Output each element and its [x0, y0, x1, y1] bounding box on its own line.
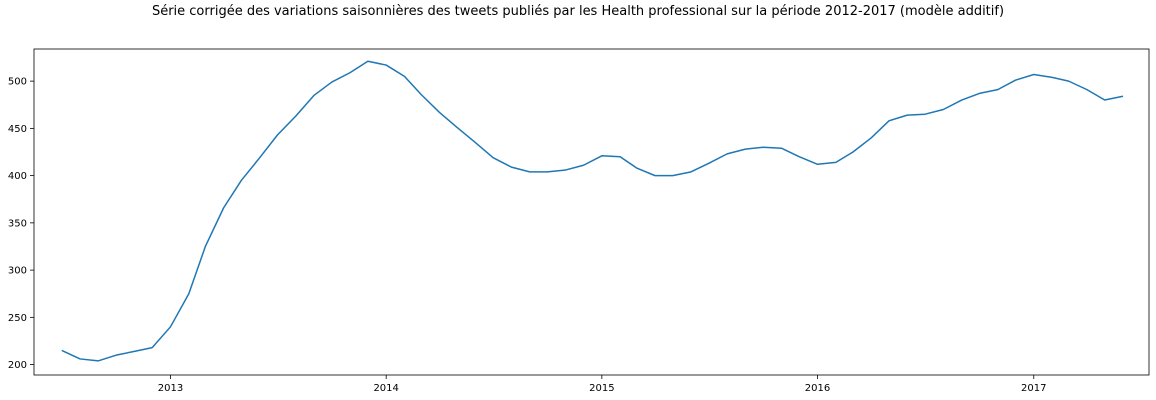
x-tick-label: 2014 [373, 383, 398, 394]
y-tick-label: 300 [8, 266, 27, 277]
x-tick-label: 2016 [805, 383, 830, 394]
chart-title: Série corrigée des variations saisonnièr… [151, 4, 1005, 19]
series-line [61, 60, 1124, 362]
y-tick-label: 400 [8, 171, 27, 182]
y-tick-label: 450 [8, 124, 27, 135]
plot-frame [33, 48, 1150, 376]
y-tick-label: 350 [8, 218, 27, 229]
y-axis: 200 250 300 350 400 450 500 [8, 77, 34, 371]
x-axis: 2013 2014 2015 2016 2017 [158, 375, 1047, 394]
x-tick-label: 2017 [1021, 383, 1046, 394]
y-tick-label: 200 [8, 360, 27, 371]
x-tick-label: 2015 [589, 383, 614, 394]
y-tick-label: 500 [8, 77, 27, 88]
series-layer [61, 60, 1124, 362]
y-tick-label: 250 [8, 313, 27, 324]
x-tick-label: 2013 [158, 383, 183, 394]
